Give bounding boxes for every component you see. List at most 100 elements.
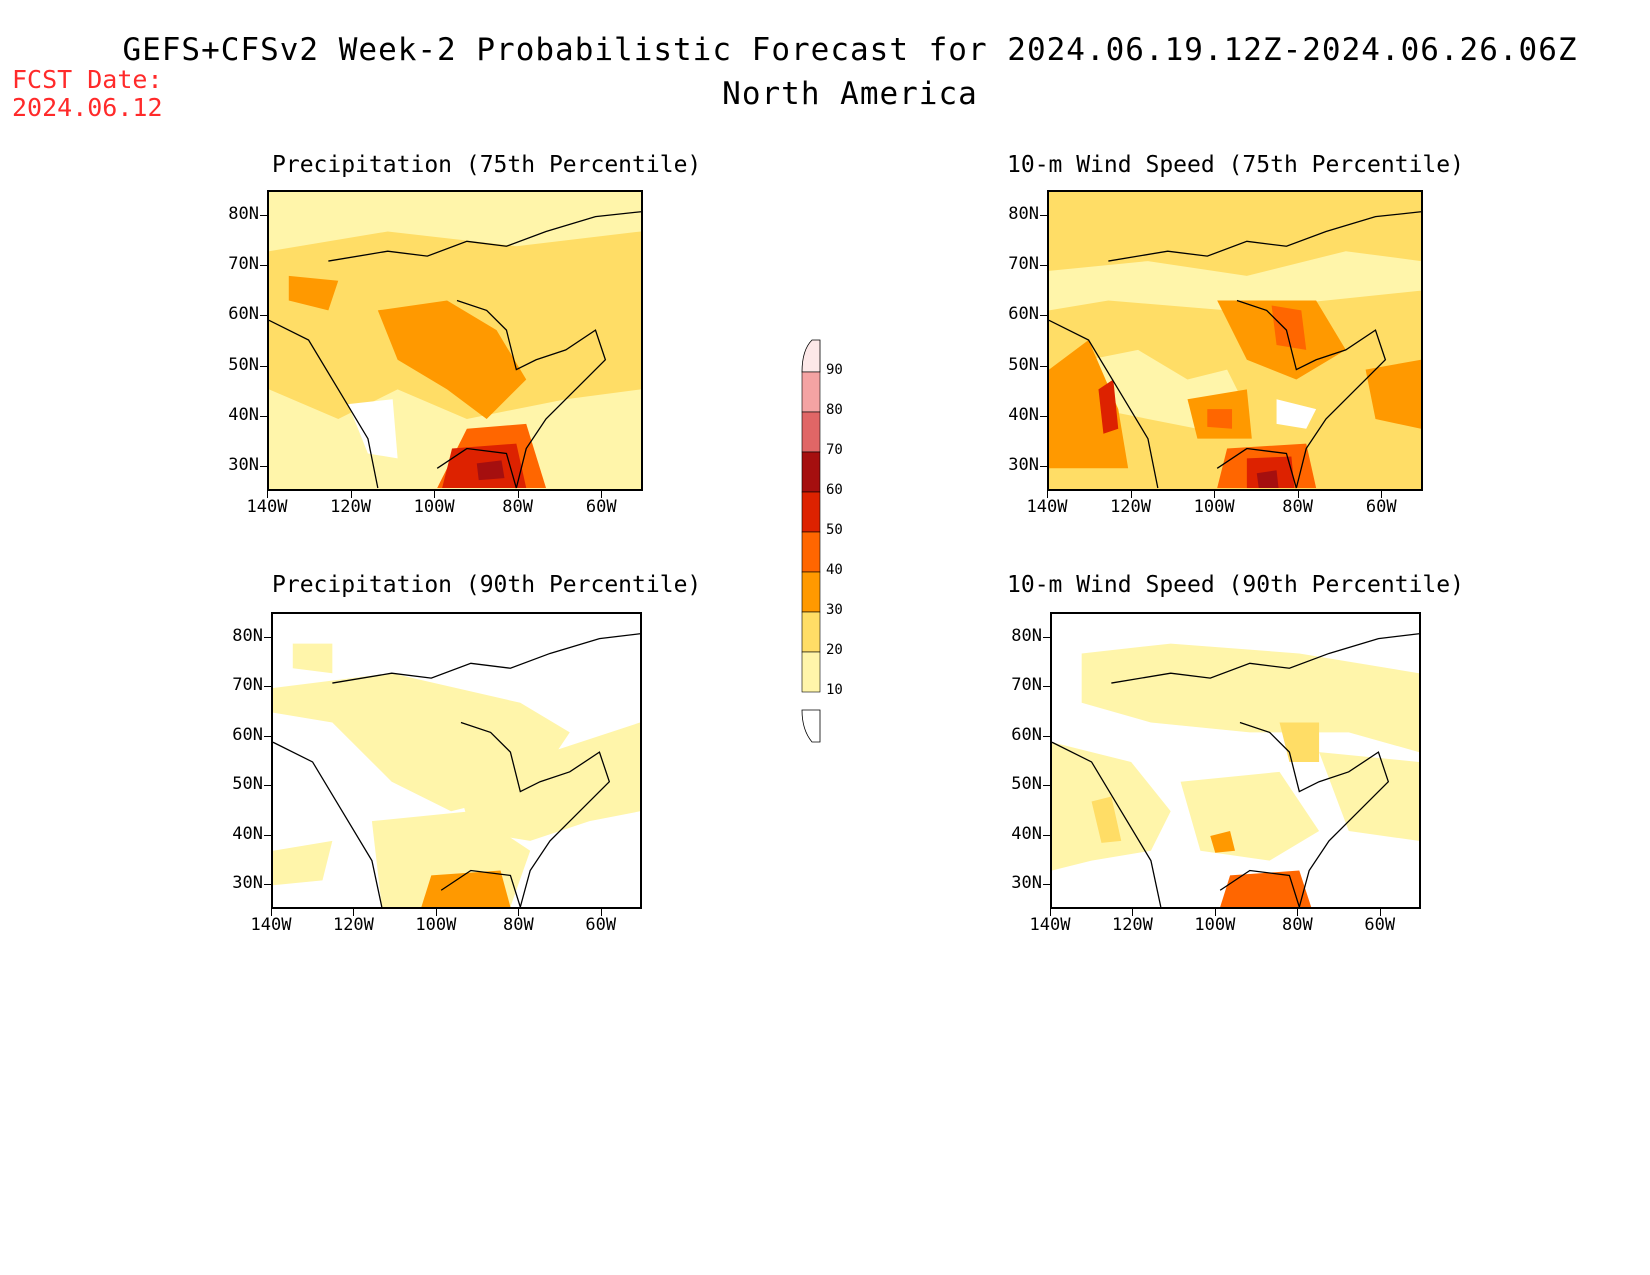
lon-label: 140W (250, 915, 292, 935)
panel-title-wind75: 10-m Wind Speed (75th Percentile) (1007, 152, 1464, 178)
lon-tick (1379, 908, 1381, 916)
lon-label: 100W (415, 915, 457, 935)
lat-label: 70N (1008, 254, 1039, 275)
lat-label: 40N (1008, 404, 1039, 425)
lat-label: 80N (1011, 625, 1042, 646)
lat-tick (1040, 265, 1048, 267)
lon-label: 120W (1110, 497, 1152, 517)
lon-label: 140W (1029, 915, 1071, 935)
lat-tick (260, 365, 268, 367)
lat-tick (264, 884, 272, 886)
colorbar-swatch (801, 411, 821, 453)
lon-label: 100W (413, 497, 455, 517)
lon-tick (1297, 490, 1299, 498)
colorbar-legend: 90 80 70 60 50 40 30 20 10 (800, 330, 890, 750)
fcst-date-label: FCST Date: (12, 65, 163, 94)
lon-label: 80W (1282, 497, 1314, 517)
lat-label: 30N (228, 454, 259, 475)
region-subtitle: North America (722, 76, 978, 112)
colorbar-label: 50 (826, 522, 843, 538)
lat-label: 50N (228, 354, 259, 375)
lat-tick (1043, 884, 1051, 886)
lon-label: 120W (332, 915, 374, 935)
panel-title-wind90: 10-m Wind Speed (90th Percentile) (1007, 572, 1464, 598)
lat-tick (1040, 365, 1048, 367)
lon-label: 120W (1111, 915, 1153, 935)
lat-tick (260, 465, 268, 467)
lon-label: 80W (502, 497, 534, 517)
lon-tick (1214, 908, 1216, 916)
lat-tick (1043, 834, 1051, 836)
lon-tick (600, 908, 602, 916)
lon-tick (1214, 490, 1216, 498)
lon-tick (434, 490, 436, 498)
lat-tick (260, 265, 268, 267)
lat-label: 60N (228, 304, 259, 325)
lat-tick (1043, 785, 1051, 787)
lat-tick (1043, 636, 1051, 638)
lon-tick (1047, 490, 1048, 498)
lat-tick (260, 215, 268, 217)
lon-tick (1381, 490, 1383, 498)
lat-label: 30N (1011, 873, 1042, 894)
colorbar-label: 60 (826, 482, 843, 498)
colorbar-label: 40 (826, 562, 843, 578)
colorbar-swatch (801, 571, 821, 613)
lon-label: 140W (1026, 497, 1068, 517)
lat-label: 70N (1011, 675, 1042, 696)
lat-label: 60N (1008, 304, 1039, 325)
lat-tick (1043, 686, 1051, 688)
lat-tick (260, 415, 268, 417)
main-title: GEFS+CFSv2 Week-2 Probabilistic Forecast… (122, 32, 1578, 68)
lon-label: 80W (1281, 915, 1313, 935)
lat-tick (264, 834, 272, 836)
lon-tick (435, 908, 437, 916)
lon-label: 60W (1365, 497, 1397, 517)
fcst-date-value: 2024.06.12 (12, 93, 163, 122)
lat-label: 70N (228, 254, 259, 275)
lat-tick (264, 636, 272, 638)
lat-tick (264, 735, 272, 737)
colorbar-swatch (801, 611, 821, 653)
colorbar-label: 10 (826, 682, 843, 698)
panel-title-precip90: Precipitation (90th Percentile) (272, 572, 702, 598)
lon-tick (1050, 908, 1051, 916)
lon-tick (1132, 908, 1134, 916)
lon-tick (1297, 908, 1299, 916)
lon-tick (271, 908, 272, 916)
colorbar-label: 90 (826, 362, 843, 378)
lat-label: 70N (232, 675, 263, 696)
lat-label: 40N (232, 823, 263, 844)
colorbar-swatch (801, 451, 821, 493)
lat-tick (1040, 415, 1048, 417)
lat-label: 60N (232, 724, 263, 745)
lon-label: 120W (330, 497, 372, 517)
lon-label: 100W (1194, 915, 1236, 935)
lon-label: 60W (1364, 915, 1396, 935)
colorbar-label: 30 (826, 602, 843, 618)
lat-label: 40N (228, 404, 259, 425)
lat-tick (1040, 465, 1048, 467)
lon-tick (1130, 490, 1132, 498)
lat-tick (260, 315, 268, 317)
lat-tick (264, 686, 272, 688)
lat-label: 30N (232, 873, 263, 894)
lon-tick (267, 490, 268, 498)
colorbar-swatch (801, 531, 821, 573)
lon-tick (353, 908, 355, 916)
colorbar-swatch (801, 651, 821, 693)
colorbar-label: 70 (826, 442, 843, 458)
map-wind75 (1047, 190, 1423, 491)
lon-tick (517, 490, 519, 498)
colorbar-label: 20 (826, 642, 843, 658)
map-precip90 (271, 612, 642, 909)
map-precip75 (267, 190, 643, 491)
map-wind90 (1050, 612, 1421, 909)
lon-label: 60W (585, 915, 617, 935)
lat-label: 80N (232, 625, 263, 646)
colorbar-label: 80 (826, 402, 843, 418)
lat-label: 30N (1008, 454, 1039, 475)
lat-label: 40N (1011, 823, 1042, 844)
lat-label: 50N (232, 774, 263, 795)
lon-tick (518, 908, 520, 916)
